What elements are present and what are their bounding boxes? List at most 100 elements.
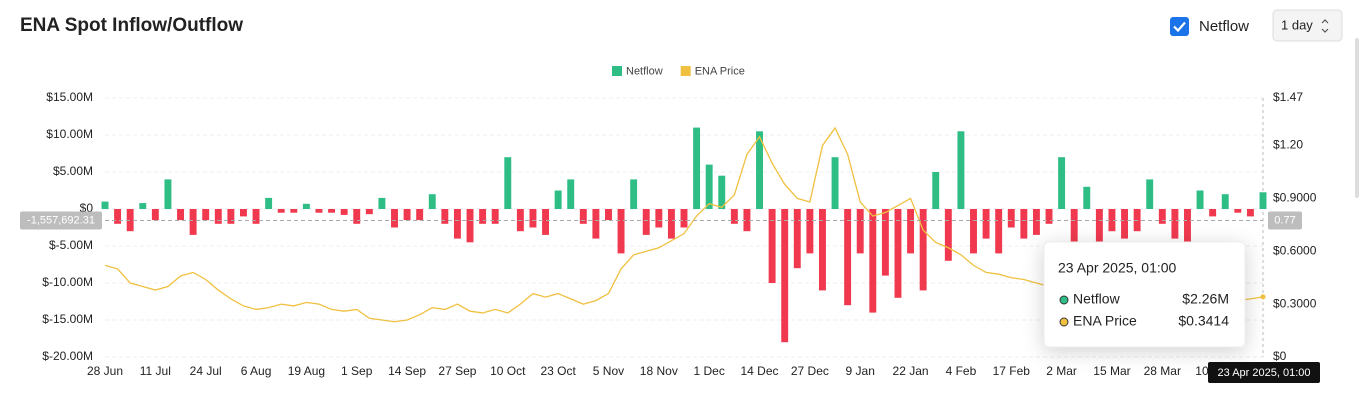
bar <box>693 127 701 209</box>
legend-label: ENA Price <box>695 65 745 77</box>
bar <box>567 179 575 209</box>
bar <box>932 172 940 209</box>
bar <box>428 194 436 209</box>
x-tick-label: 27 Dec <box>791 364 829 378</box>
bar <box>718 175 726 209</box>
bar <box>542 209 550 235</box>
bar <box>265 197 273 209</box>
bar <box>1184 209 1191 246</box>
bar <box>441 209 449 224</box>
bar <box>139 203 147 209</box>
bar <box>856 209 864 254</box>
interval-select[interactable] <box>1272 9 1343 42</box>
x-tick-label: 23 Oct <box>540 364 576 378</box>
chart-title: ENA Spot Inflow/Outflow <box>20 15 243 36</box>
crosshair-x-box <box>1208 362 1320 383</box>
bar <box>340 209 348 215</box>
bar <box>529 209 537 228</box>
bar <box>793 209 801 269</box>
bar <box>844 209 852 306</box>
bar <box>579 209 587 224</box>
bar <box>1020 209 1028 239</box>
bar <box>730 209 738 224</box>
bar <box>416 209 424 221</box>
y-tick-label: $5.00M <box>53 164 93 178</box>
bar <box>831 157 839 209</box>
bar <box>907 209 915 254</box>
checkbox[interactable] <box>1170 17 1189 36</box>
bar <box>970 209 977 254</box>
y-tick-label: $-10.00M <box>42 275 93 289</box>
bar <box>504 157 512 209</box>
x-tick-label: 28 Mar <box>1144 364 1181 378</box>
bar <box>655 209 663 228</box>
bar <box>453 209 461 239</box>
crosshair-y-label: -1,557,692.31 <box>27 214 95 226</box>
bar <box>768 209 776 283</box>
bar <box>680 209 688 228</box>
bar <box>554 190 562 209</box>
bar <box>315 209 323 213</box>
scrollbar <box>1355 38 1359 198</box>
bar <box>302 203 310 209</box>
y2-tick-label: $0.3000 <box>1273 296 1317 310</box>
bar <box>667 209 675 239</box>
bar <box>869 209 877 313</box>
x-tick-label: 14 Sep <box>388 364 426 378</box>
tooltip-value: $2.26M <box>1182 291 1229 307</box>
x-tick-label: 1 Sep <box>341 364 373 378</box>
bar <box>781 209 789 343</box>
crosshair-x-label: 23 Apr 2025, 01:00 <box>1218 367 1311 379</box>
x-tick-label: 18 Nov <box>640 364 678 378</box>
crosshair-y2-label: 0.77 <box>1274 214 1295 226</box>
bar <box>630 179 638 209</box>
bar <box>479 209 487 224</box>
bar <box>177 209 184 221</box>
bar <box>605 209 612 221</box>
bar <box>491 209 499 224</box>
y2-tick-label: $0.6000 <box>1273 243 1317 257</box>
bar <box>1095 209 1103 246</box>
x-tick-label: 2 Mar <box>1046 364 1077 378</box>
bar <box>743 209 751 232</box>
bar <box>466 209 474 243</box>
x-tick-label: 11 Jul <box>140 364 171 378</box>
y-tick-label: $-15.00M <box>42 312 93 326</box>
check-icon <box>1173 21 1186 33</box>
x-tick-label: 28 Jun <box>87 364 123 378</box>
bar <box>114 209 122 224</box>
bar <box>1209 209 1217 217</box>
tooltip: 23 Apr 2025, 01:00 Netflow $2.26M ENA Price… <box>1043 241 1246 348</box>
bar <box>365 209 373 215</box>
x-tick-label: 14 Dec <box>741 364 779 378</box>
x-tick-label: 15 Mar <box>1093 364 1130 378</box>
tooltip-title: 23 Apr 2025, 01:00 <box>1058 260 1177 276</box>
bar <box>642 209 650 235</box>
bar <box>151 209 159 221</box>
bar <box>1045 209 1053 224</box>
bar <box>1121 209 1129 239</box>
x-tick-label: 17 Feb <box>993 364 1031 378</box>
checkbox-label[interactable]: Netflow <box>1199 18 1249 35</box>
y2-tick-label: $1.20 <box>1273 138 1303 152</box>
bar <box>756 131 763 209</box>
y2-tick-label: $1.47 <box>1273 90 1303 104</box>
bar <box>705 164 713 209</box>
bar <box>818 209 826 291</box>
bar <box>1108 209 1116 232</box>
bar <box>126 209 134 232</box>
bar <box>1070 209 1078 269</box>
bar <box>1032 209 1040 235</box>
bar <box>1221 194 1229 209</box>
bar <box>252 209 260 224</box>
bar <box>189 209 197 235</box>
legend-label: Netflow <box>626 65 663 77</box>
tooltip-name: Netflow <box>1073 291 1121 307</box>
x-tick-label: 9 Jan <box>846 364 875 378</box>
bar <box>957 131 965 209</box>
y2-tick-label: $0.9000 <box>1273 191 1317 205</box>
tooltip-box <box>1043 241 1246 348</box>
legend-swatch <box>612 66 622 76</box>
